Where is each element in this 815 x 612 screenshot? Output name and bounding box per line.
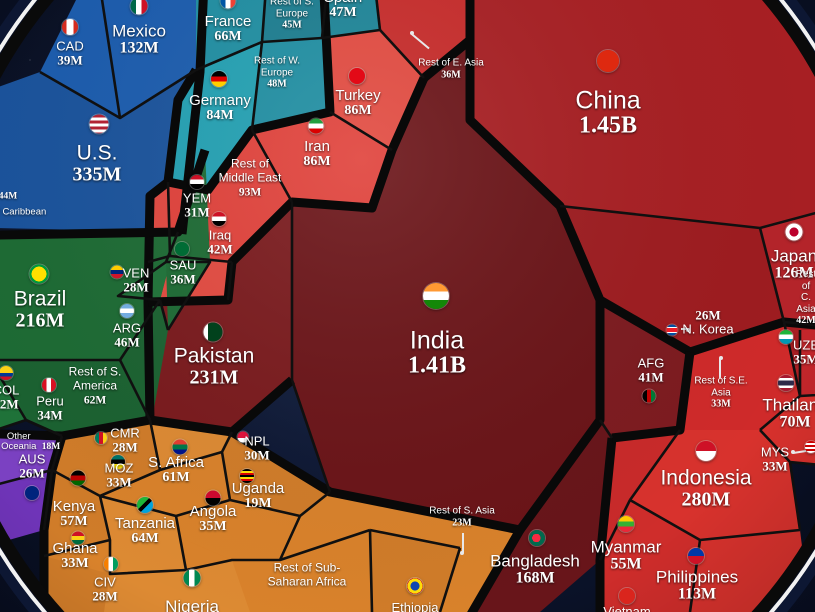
flag-icon-nigeria [183, 569, 201, 587]
flag-icon-saudi [175, 242, 189, 256]
flag-icon-nkorea [666, 324, 678, 336]
flag-icon-ghana [71, 531, 85, 545]
rest-of-se-asia-leader-endpoint [719, 356, 723, 360]
flag-icon-iraq [212, 212, 226, 226]
flag-icon-uganda [240, 469, 254, 483]
flag-icon-japan [785, 223, 803, 241]
rest-of-s-asia-leader-endpoint [460, 551, 464, 555]
flag-icon-nepal [237, 431, 249, 443]
flag-icon-mexico [130, 0, 148, 15]
flag-icon-kenya [70, 470, 86, 486]
flag-icon-brazil [29, 264, 49, 284]
n-korea-leader-endpoint [686, 328, 690, 332]
flag-icon-argentina [120, 304, 134, 318]
flag-icon-malaysia [805, 441, 815, 453]
rest-of-e-asia-leader-endpoint [410, 31, 414, 35]
flag-icon-thailand [778, 375, 794, 391]
mys-leader-endpoint [791, 450, 795, 454]
flag-icon-canada [62, 19, 78, 35]
flag-icon-ethiopia [407, 578, 423, 594]
flag-icon-angola [205, 490, 221, 506]
flag-icon-vietnam [619, 588, 635, 604]
flag-icon-usa [89, 114, 109, 134]
flag-icon-afghanistan [642, 389, 656, 403]
flag-icon-india [423, 283, 449, 309]
flag-icon-turkey [349, 68, 365, 84]
flag-icon-ivorycoast [104, 557, 118, 571]
flag-icon-pakistan [203, 322, 223, 342]
flag-icon-france [220, 0, 236, 9]
flag-icon-bangladesh [529, 530, 545, 546]
flag-icon-peru [42, 378, 56, 392]
flag-icon-venezuela [110, 265, 124, 279]
flag-icon-iran [308, 118, 324, 134]
flag-icon-myanmar [618, 516, 634, 532]
flag-icon-indonesia [696, 441, 716, 461]
flag-icon-germany [211, 71, 227, 87]
flag-icon-mozambique [111, 455, 125, 469]
flag-icon-tanzania [137, 497, 153, 513]
flag-icon-colombia [0, 366, 13, 380]
flag-icon-australia [25, 486, 39, 500]
rest-of-se-asia-leader [719, 358, 721, 378]
flag-icon-yemen [190, 175, 204, 189]
rest-of-s-asia-leader [462, 533, 464, 553]
flag-icon-uzbekistan [779, 330, 793, 344]
flag-icon-cameroon [95, 432, 107, 444]
flag-icon-southafrica [172, 439, 188, 455]
flag-icon-china [597, 50, 619, 72]
flag-icon-philippines [688, 548, 704, 564]
